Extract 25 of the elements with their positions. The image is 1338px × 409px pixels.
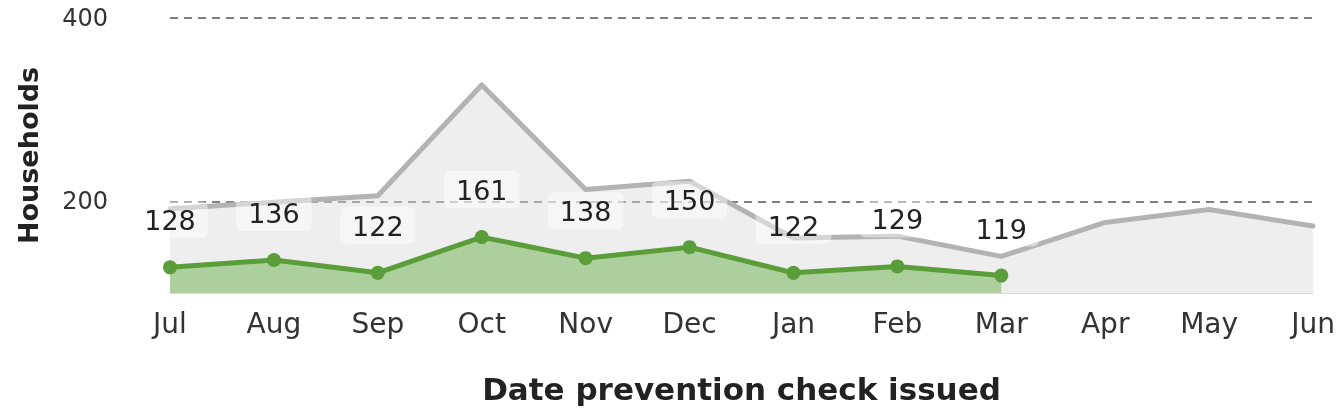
data-label: 150 xyxy=(663,185,716,217)
x-tick-label: May xyxy=(1180,306,1239,340)
x-tick-label: Apr xyxy=(1080,306,1130,340)
x-tick-label: Aug xyxy=(246,306,302,340)
data-label: 122 xyxy=(352,210,404,242)
data-label: 136 xyxy=(248,198,300,229)
data-label: 128 xyxy=(144,205,196,237)
data-label: 161 xyxy=(455,175,508,207)
x-tick-label: Feb xyxy=(872,306,923,340)
y-axis-title: Households xyxy=(13,66,44,245)
data-label: 119 xyxy=(975,213,1028,245)
x-axis-title: Date prevention check issued xyxy=(482,370,1001,407)
x-tick-label: Mar xyxy=(974,306,1029,340)
x-tick-label: Nov xyxy=(558,306,613,340)
x-tick-label: Jan xyxy=(769,306,816,340)
data-label: 138 xyxy=(559,196,612,228)
data-label: 129 xyxy=(871,204,924,236)
y-tick-label: 200 xyxy=(62,187,108,216)
x-tick-label: Jun xyxy=(1289,306,1335,340)
data-label: 122 xyxy=(767,210,820,242)
x-tick-label: Oct xyxy=(457,306,506,340)
x-tick-label: Jul xyxy=(151,306,187,340)
x-tick-label: Sep xyxy=(351,306,405,340)
x-tick-label: Dec xyxy=(662,306,717,340)
y-tick-label: 400 xyxy=(62,4,108,32)
